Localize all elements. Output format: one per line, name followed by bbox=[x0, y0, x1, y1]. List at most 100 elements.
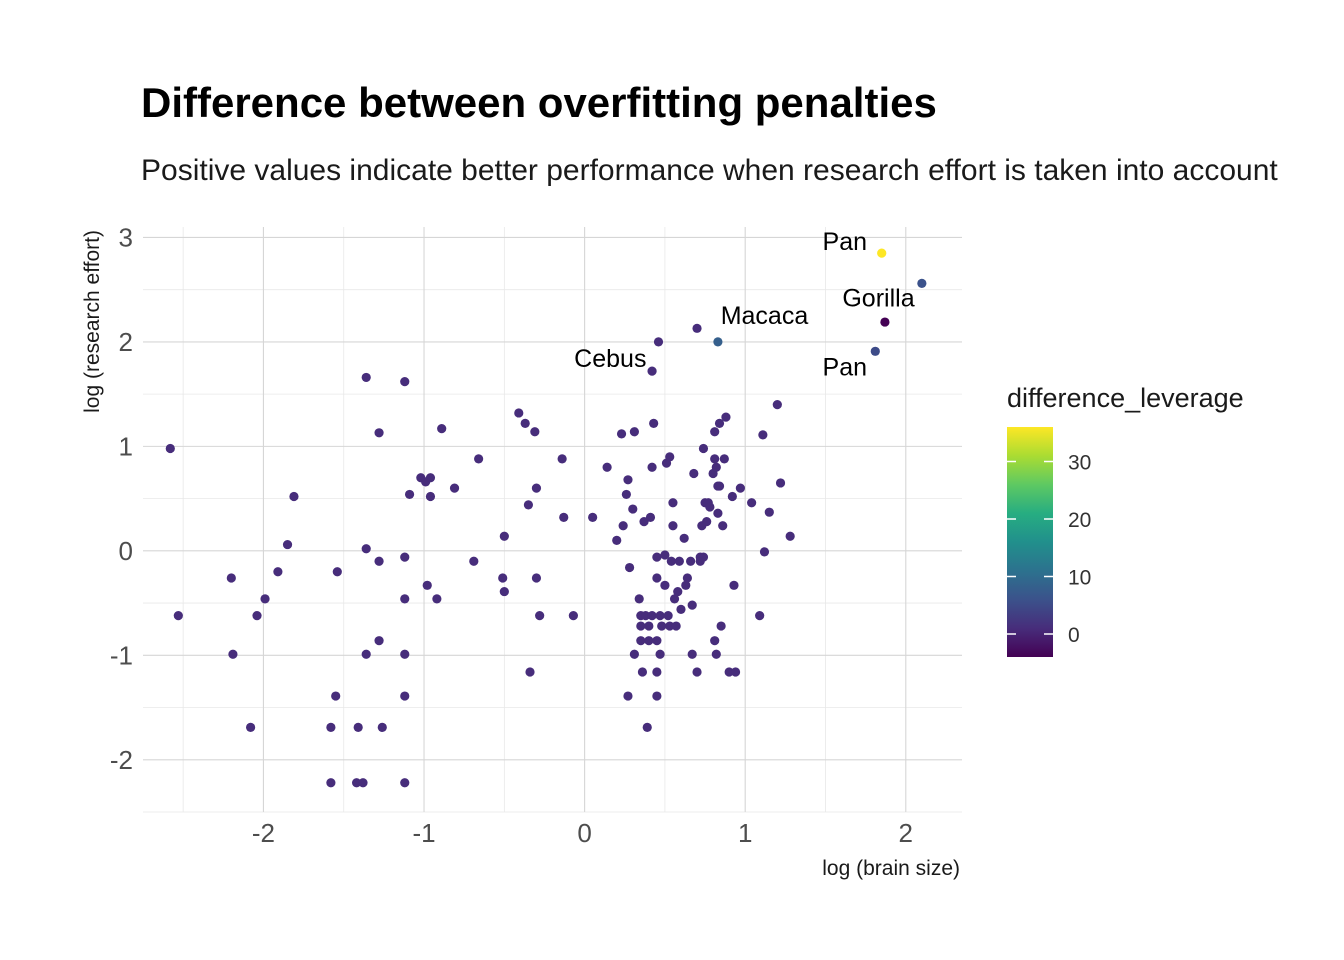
legend-tick-label: 0 bbox=[1068, 624, 1080, 647]
scatter-point bbox=[228, 649, 238, 659]
scatter-point bbox=[361, 544, 371, 554]
legend-title: difference_leverage bbox=[1007, 383, 1244, 413]
scatter-point bbox=[425, 491, 436, 502]
scatter-point bbox=[273, 567, 283, 577]
color-legend: difference_leverage 0 10 20 30 bbox=[1007, 383, 1244, 657]
x-tick-label: -2 bbox=[252, 818, 275, 848]
gridlines bbox=[143, 227, 962, 813]
scatter-point bbox=[652, 691, 662, 701]
scatter-point bbox=[775, 478, 786, 488]
scatter-point bbox=[559, 512, 569, 523]
scatter-point bbox=[400, 552, 410, 562]
scatter-point bbox=[644, 636, 654, 646]
scatter-point bbox=[710, 427, 720, 437]
scatter-point bbox=[374, 636, 384, 646]
scatter-point bbox=[716, 621, 726, 631]
legend-colorbar bbox=[1007, 427, 1053, 657]
scatter-point bbox=[647, 462, 657, 472]
scatter-point bbox=[692, 667, 702, 677]
scatter-point bbox=[880, 317, 890, 327]
scatter-point bbox=[711, 462, 721, 472]
scatter-point bbox=[353, 722, 363, 732]
scatter-point bbox=[698, 443, 709, 454]
scatter-point bbox=[645, 512, 656, 523]
scatter-point bbox=[226, 573, 236, 583]
legend-ticks: 0 10 20 30 bbox=[1007, 452, 1091, 647]
scatter-point bbox=[629, 427, 640, 437]
scatter-point bbox=[432, 594, 442, 604]
scatter-point bbox=[755, 611, 765, 621]
scatter-point bbox=[374, 556, 384, 566]
scatter-point bbox=[636, 621, 646, 631]
scatter-point bbox=[621, 489, 631, 500]
scatter-point bbox=[531, 573, 542, 583]
scatter-point bbox=[400, 649, 410, 659]
scatter-point bbox=[499, 531, 509, 541]
scatter-point bbox=[400, 778, 410, 788]
scatter-point bbox=[652, 552, 662, 562]
scatter-point bbox=[877, 248, 887, 258]
scatter-point bbox=[422, 580, 432, 590]
scatter-point bbox=[474, 454, 484, 464]
scatter-point bbox=[437, 424, 447, 434]
scatter-point bbox=[530, 427, 540, 437]
scatter-point bbox=[361, 372, 371, 383]
x-tick-label: 1 bbox=[738, 818, 752, 848]
scatter-point bbox=[628, 504, 638, 514]
y-tick-label: -2 bbox=[110, 745, 133, 775]
scatter-point bbox=[400, 377, 410, 387]
chart-title: Difference between overfitting penalties bbox=[141, 79, 937, 126]
scatter-point bbox=[404, 489, 415, 500]
scatter-point bbox=[719, 454, 729, 464]
scatter-point bbox=[282, 539, 293, 550]
scatter-point bbox=[758, 430, 768, 440]
scatter-point bbox=[351, 778, 362, 788]
scatter-point bbox=[702, 516, 712, 527]
scatter-point bbox=[669, 594, 680, 604]
scatter-point bbox=[653, 337, 664, 347]
scatter-point bbox=[714, 481, 725, 491]
species-label: Macaca bbox=[721, 302, 809, 330]
x-tick-label: -1 bbox=[412, 818, 435, 848]
scatter-point bbox=[623, 475, 633, 485]
legend-tick-label: 20 bbox=[1068, 509, 1091, 532]
scatter-point bbox=[499, 586, 509, 597]
scatter-point bbox=[668, 498, 678, 508]
legend-tick-label: 30 bbox=[1068, 452, 1091, 475]
scatter-point bbox=[660, 550, 670, 560]
scatter-point bbox=[377, 722, 387, 732]
scatter-point bbox=[657, 621, 667, 631]
scatter-point bbox=[252, 611, 262, 621]
scatter-point bbox=[165, 443, 175, 454]
scatter-point bbox=[498, 573, 508, 583]
scatter-point bbox=[260, 594, 270, 604]
scatter-point bbox=[665, 452, 675, 462]
scatter-point bbox=[785, 531, 795, 541]
y-tick-label: -1 bbox=[110, 640, 133, 670]
scatter-point bbox=[425, 473, 436, 483]
scatter-point bbox=[618, 521, 628, 531]
scatter-point bbox=[674, 556, 684, 566]
scatter-point bbox=[772, 399, 782, 410]
species-label: Pan bbox=[823, 228, 867, 256]
scatter-point bbox=[520, 418, 530, 428]
scatter-point bbox=[326, 722, 336, 732]
scatter-point bbox=[374, 428, 384, 438]
scatter-point bbox=[655, 649, 665, 659]
y-axis-ticks: -2 -1 0 1 2 3 bbox=[110, 222, 133, 774]
scatter-point bbox=[710, 636, 720, 646]
scatter-point bbox=[747, 498, 757, 508]
scatter-point bbox=[647, 366, 657, 376]
scatter-point bbox=[400, 691, 410, 701]
species-label: Pan bbox=[823, 353, 867, 381]
scatter-point bbox=[727, 491, 737, 502]
scatter-point bbox=[652, 636, 662, 646]
scatter-point bbox=[649, 418, 659, 428]
scatter-point bbox=[535, 611, 545, 621]
scatter-point bbox=[289, 491, 299, 502]
scatter-point bbox=[666, 556, 676, 566]
scatter-point bbox=[660, 580, 670, 590]
scatter-point bbox=[713, 337, 723, 347]
scatter-point bbox=[721, 412, 731, 422]
